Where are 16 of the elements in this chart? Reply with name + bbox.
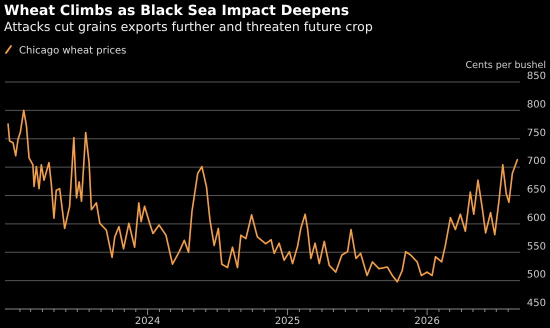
x-tick-label: 2024	[134, 316, 160, 327]
y-axis-title: Cents per bushel	[466, 60, 546, 71]
y-tick-label: 450	[526, 298, 546, 309]
y-tick-label: 550	[526, 241, 546, 252]
x-tick-label: 2026	[414, 316, 440, 327]
y-tick-label: 650	[526, 184, 546, 196]
y-tick-label: 600	[526, 212, 546, 224]
x-tick-label: 2025	[274, 316, 300, 327]
chart-title: Wheat Climbs as Black Sea Impact Deepens	[4, 3, 350, 19]
legend-label: Chicago wheat prices	[19, 46, 126, 56]
y-tick-label: 500	[526, 270, 546, 281]
chart-subtitle: Attacks cut grains exports further and threaten future crop	[4, 19, 373, 34]
y-tick-label: 800	[526, 99, 546, 110]
y-tick-label: 850	[526, 71, 546, 82]
y-tick-label: 700	[526, 156, 546, 168]
y-tick-label: 750	[526, 128, 546, 139]
